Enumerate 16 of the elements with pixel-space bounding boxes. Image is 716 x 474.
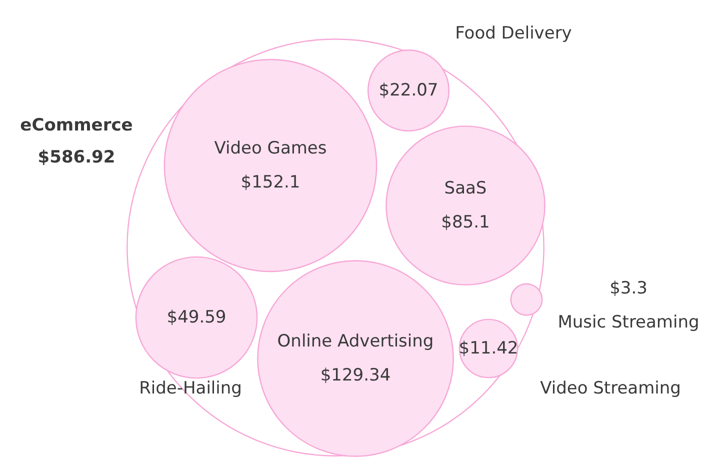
category-label: Video Streaming bbox=[540, 378, 681, 398]
category-label: Video Games bbox=[214, 138, 327, 158]
category-label: Music Streaming bbox=[558, 312, 700, 332]
category-label: eCommerce bbox=[20, 116, 133, 136]
category-label: Online Advertising bbox=[277, 332, 434, 352]
data-label: $85.1 bbox=[441, 212, 490, 232]
data-label: $49.59 bbox=[166, 308, 226, 328]
data-label: $11.42 bbox=[458, 338, 518, 358]
data-label: $129.34 bbox=[320, 366, 391, 386]
data-label: $3.3 bbox=[610, 278, 648, 298]
category-label: Food Delivery bbox=[455, 24, 572, 44]
data-label: $152.1 bbox=[240, 172, 300, 192]
category-label: Ride-Hailing bbox=[139, 378, 242, 398]
category-label: SaaS bbox=[444, 178, 487, 198]
data-label: $22.07 bbox=[378, 80, 438, 100]
data-label: $586.92 bbox=[38, 148, 116, 168]
